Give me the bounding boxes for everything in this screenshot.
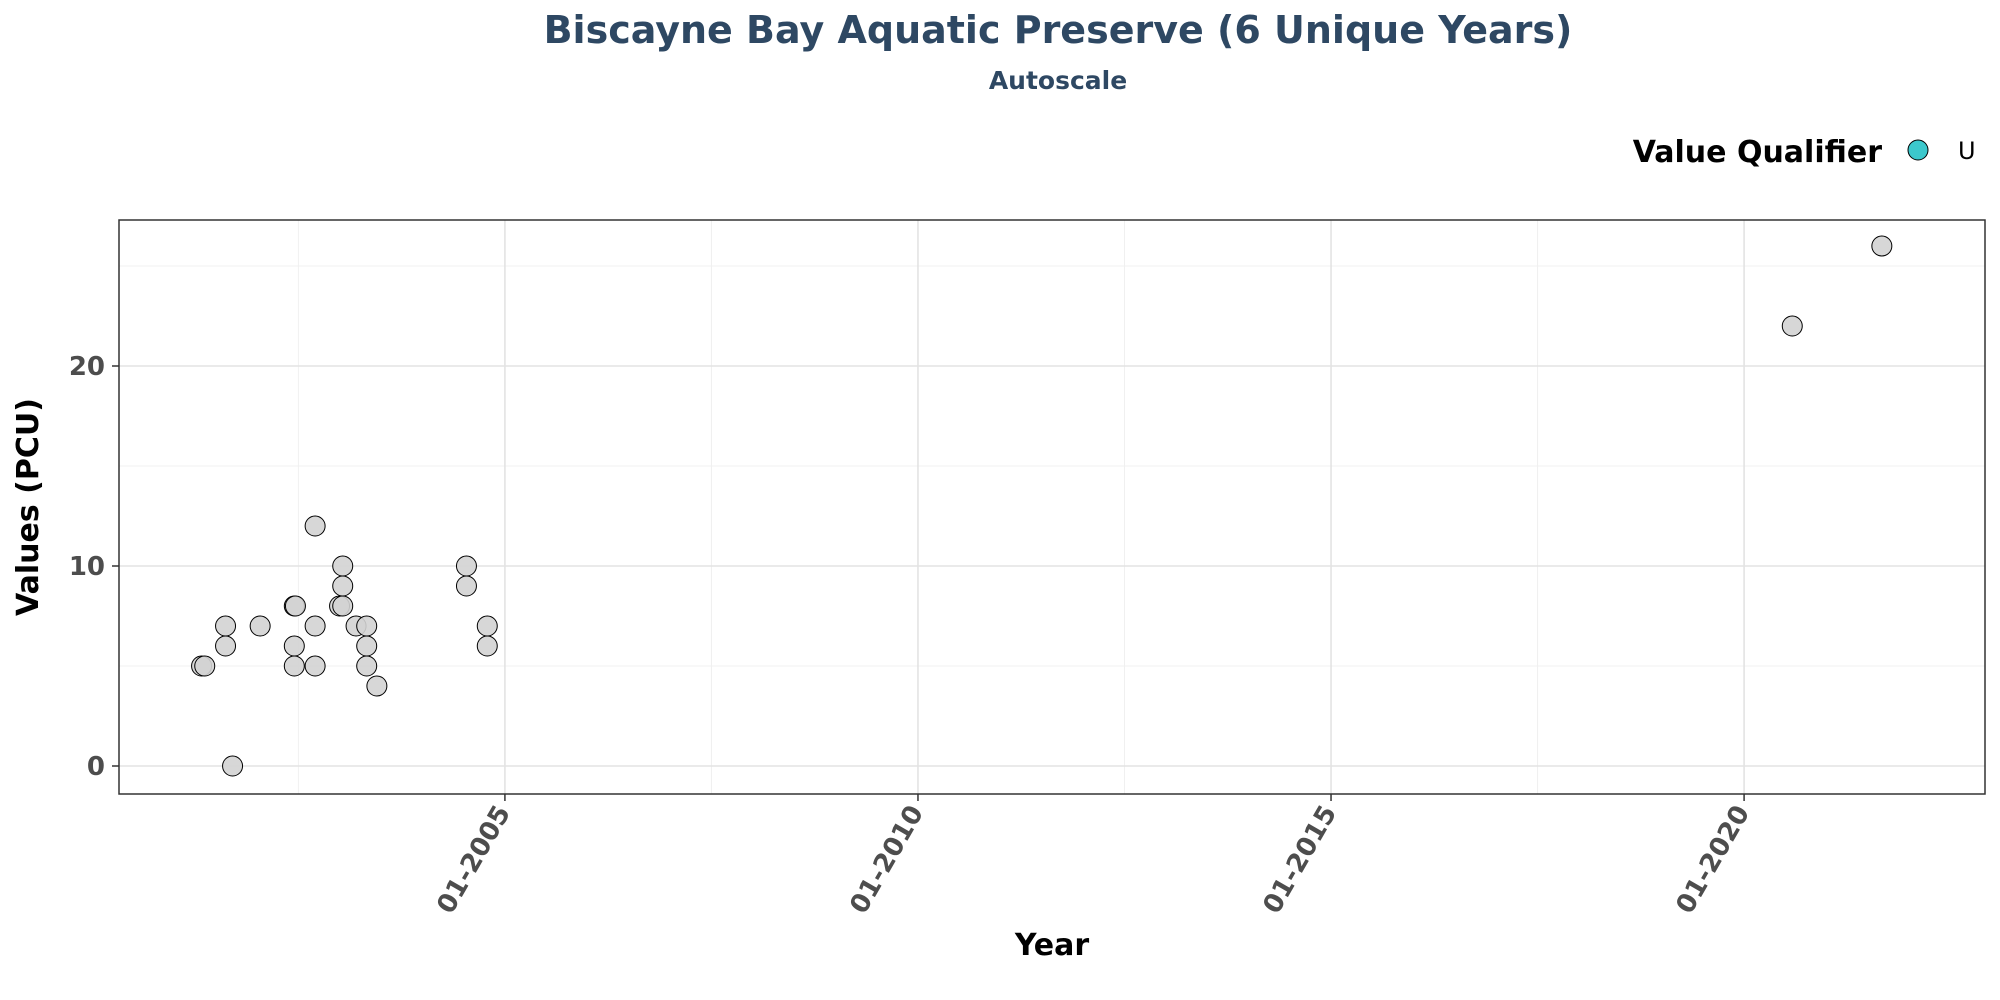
- grid-major: [119, 220, 1985, 794]
- data-point: [356, 615, 378, 637]
- data-point: [366, 675, 388, 697]
- y-tick-label: 20: [69, 352, 105, 382]
- data-point: [284, 595, 306, 617]
- legend-marker-u: [1907, 139, 1929, 161]
- data-point: [356, 635, 378, 657]
- data-point: [304, 615, 326, 637]
- legend-label-u: U: [1958, 137, 1976, 165]
- data-point: [249, 615, 271, 637]
- data-point: [332, 555, 354, 577]
- legend: Value Qualifier U: [1633, 135, 1976, 170]
- x-tick-label: 01-2005: [431, 801, 517, 919]
- data-points: [191, 235, 1893, 777]
- data-point: [215, 635, 237, 657]
- data-point: [476, 635, 498, 657]
- chart-subtitle: Autoscale: [989, 66, 1127, 95]
- data-point: [215, 615, 237, 637]
- data-point: [222, 755, 244, 777]
- x-tick-label: 01-2010: [844, 800, 930, 918]
- data-point: [194, 655, 216, 677]
- data-point: [283, 655, 305, 677]
- data-point: [356, 655, 378, 677]
- data-point: [1871, 235, 1893, 257]
- data-point: [455, 555, 477, 577]
- y-axis-title: Values (PCU): [11, 398, 46, 616]
- y-tick-label: 0: [87, 752, 105, 782]
- data-point: [455, 575, 477, 597]
- y-tick-label: 10: [69, 552, 105, 582]
- data-point: [304, 655, 326, 677]
- data-point: [332, 575, 354, 597]
- data-point: [283, 635, 305, 657]
- chart-title: Biscayne Bay Aquatic Preserve (6 Unique …: [544, 8, 1573, 52]
- legend-title: Value Qualifier: [1633, 135, 1883, 170]
- plot-border: [118, 219, 1986, 795]
- data-point: [1781, 315, 1803, 337]
- grid-minor: [119, 220, 1985, 794]
- x-axis-title: Year: [1014, 928, 1090, 963]
- data-point: [304, 515, 326, 537]
- plot-background: [119, 220, 1985, 794]
- y-axis: 0 10 20: [69, 352, 119, 782]
- x-axis: 01-2005 01-2010 01-2015 01-2020: [431, 794, 1756, 919]
- x-tick-label: 01-2020: [1670, 801, 1756, 919]
- data-point: [476, 615, 498, 637]
- x-tick-label: 01-2015: [1257, 801, 1343, 919]
- plot-panel: [118, 219, 1986, 795]
- data-point: [332, 595, 354, 617]
